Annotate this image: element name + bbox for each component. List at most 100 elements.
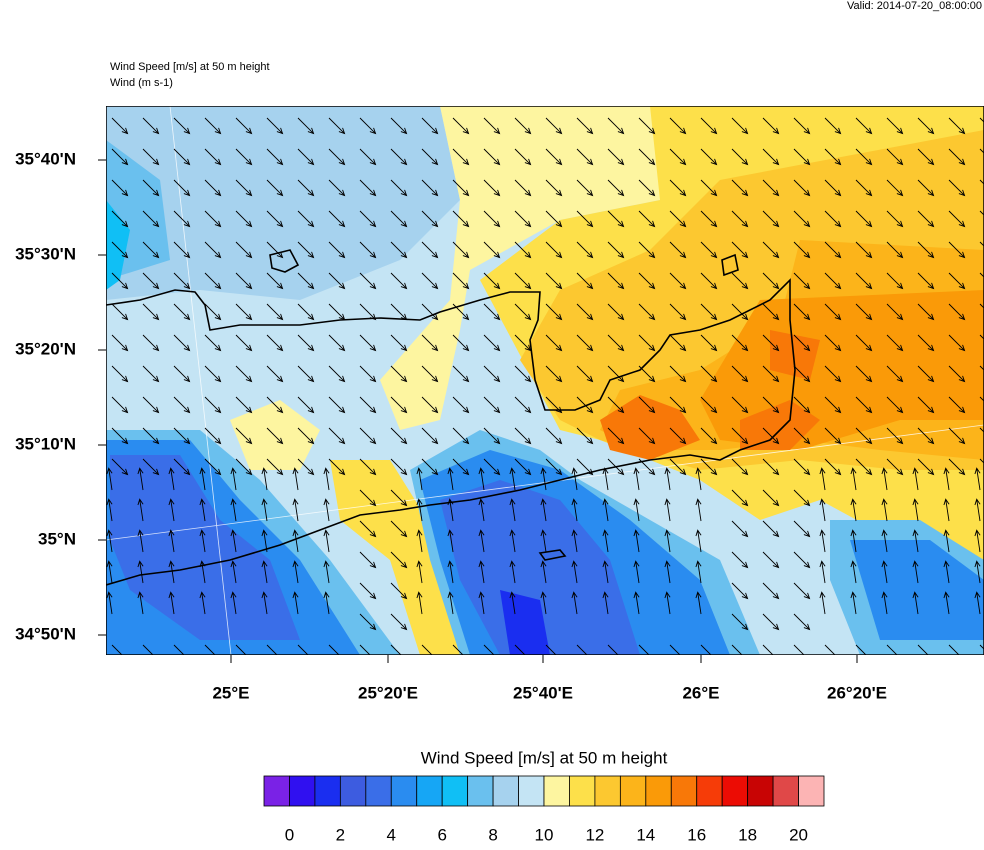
wind-arrow xyxy=(571,591,578,615)
wind-arrow xyxy=(483,396,501,414)
wind-arrow xyxy=(762,272,780,290)
wind-arrow xyxy=(173,210,191,228)
wind-arrow xyxy=(881,498,888,522)
wind-arrow xyxy=(390,365,408,383)
wind-arrow xyxy=(762,489,780,507)
wind-arrow xyxy=(142,365,160,383)
wind-arrow xyxy=(447,560,454,584)
wind-arrow xyxy=(979,396,984,402)
wind-arrow xyxy=(266,210,284,228)
wind-arrow xyxy=(323,560,330,584)
wind-arrow xyxy=(514,365,532,383)
wind-arrow xyxy=(731,427,749,445)
wind-arrow xyxy=(948,427,966,445)
wind-arrow xyxy=(695,560,702,584)
wind-arrow xyxy=(328,117,346,135)
wind-arrow xyxy=(793,489,811,507)
wind-arrow xyxy=(421,427,439,445)
wind-arrow xyxy=(328,365,346,383)
wind-arrow xyxy=(607,458,625,476)
wind-arrow xyxy=(204,241,222,259)
wind-arrow xyxy=(235,117,253,135)
wind-arrow xyxy=(235,334,253,352)
wind-arrow xyxy=(168,591,175,615)
map-axes: 35°40'N 35°30'N 35°20'N 35°10'N 35°N 34°50'N 2… xyxy=(15,149,887,702)
wind-arrow xyxy=(545,644,561,655)
wind-arrow xyxy=(514,210,532,228)
wind-arrow xyxy=(359,117,377,135)
wind-arrow xyxy=(794,676,810,692)
wind-arrow xyxy=(297,396,315,414)
wind-arrow xyxy=(359,551,377,569)
wind-arrow xyxy=(235,427,253,445)
wind-arrow xyxy=(447,498,454,522)
colorbar-box xyxy=(263,775,290,807)
plot-title: Wind Speed [m/s] at 50 m height xyxy=(110,61,270,73)
wind-arrow xyxy=(545,458,563,476)
colorbar-label: 14 xyxy=(636,825,655,844)
wind-arrow xyxy=(452,148,470,166)
wind-arrow xyxy=(824,210,842,228)
wind-arrow xyxy=(261,467,268,491)
wind-arrow xyxy=(732,676,748,692)
wind-arrow xyxy=(607,334,625,352)
wind-arrow xyxy=(918,676,934,692)
wind-arrow xyxy=(137,529,144,553)
wind-arrow xyxy=(855,334,873,352)
wind-arrow xyxy=(887,676,903,692)
wind-arrow xyxy=(850,529,857,553)
wind-arrow xyxy=(669,272,687,290)
lon-label: 26°E xyxy=(682,683,719,702)
wind-arrow xyxy=(111,210,129,228)
wind-arrow xyxy=(266,458,284,476)
lon-label: 25°E xyxy=(212,683,249,702)
wind-arrow xyxy=(762,179,780,197)
wind-arrow xyxy=(483,644,499,655)
wind-arrow xyxy=(514,241,532,259)
wind-arrow xyxy=(297,303,315,321)
wind-arrow xyxy=(261,560,268,584)
wind-arrow xyxy=(607,241,625,259)
wind-arrow xyxy=(917,334,935,352)
wind-arrow xyxy=(948,458,966,476)
wind-arrow xyxy=(514,148,532,166)
wind-arrow xyxy=(917,148,935,166)
wind-arrow xyxy=(106,560,113,584)
wind-arrow xyxy=(762,458,780,476)
wind-arrow xyxy=(850,591,857,615)
wind-arrow xyxy=(540,560,547,584)
wind-arrow xyxy=(483,179,501,197)
wind-arrow xyxy=(545,117,563,135)
wind-arrow xyxy=(545,303,563,321)
wind-arrow xyxy=(390,551,408,569)
wind-arrow xyxy=(763,676,779,692)
wind-arrow xyxy=(638,644,654,655)
wind-arrow xyxy=(638,241,656,259)
wind-arrow xyxy=(142,427,160,445)
wind-arrow xyxy=(452,458,470,476)
wind-arrow xyxy=(700,365,718,383)
wind-arrow xyxy=(855,117,873,135)
wind-arrow xyxy=(695,467,702,491)
wind-arrow xyxy=(607,179,625,197)
wind-arrow xyxy=(514,427,532,445)
wind-arrow xyxy=(545,241,563,259)
wind-arrow xyxy=(762,520,780,538)
wind-arrow xyxy=(199,529,206,553)
wind-arrow xyxy=(478,560,485,584)
wind-arrow xyxy=(261,529,268,553)
wind-arrow xyxy=(943,529,950,553)
wind-arrow xyxy=(142,148,160,166)
wind-arrow xyxy=(731,148,749,166)
wind-arrow xyxy=(545,272,563,290)
wind-arrow xyxy=(669,458,687,476)
wind-arrow xyxy=(421,396,439,414)
wind-arrow xyxy=(638,210,656,228)
wind-arrow xyxy=(762,644,778,655)
wind-arrow xyxy=(669,644,685,655)
wind-arrow xyxy=(731,458,749,476)
wind-arrow xyxy=(173,179,191,197)
wind-arrow xyxy=(421,210,439,228)
wind-arrow xyxy=(390,396,408,414)
wind-arrow xyxy=(230,529,237,553)
